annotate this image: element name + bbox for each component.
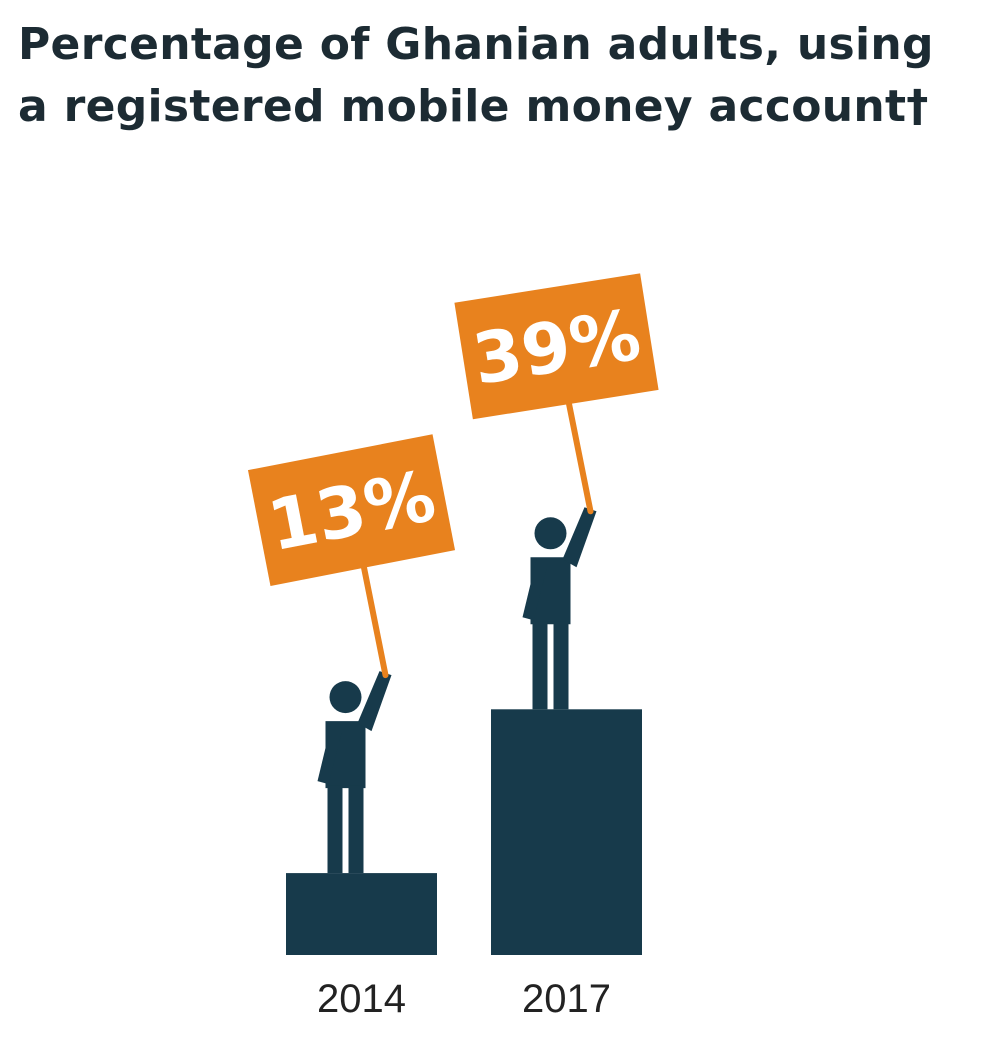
person-left-leg (327, 785, 343, 874)
person-head (534, 517, 567, 550)
person-figure-2014 (317, 671, 392, 874)
x-tick-label-2014: 2014 (317, 977, 406, 1021)
sign-stick-2017 (563, 388, 594, 515)
sign-board (454, 273, 659, 420)
bar-2014 (286, 873, 437, 955)
sign-stick-2014 (358, 552, 389, 679)
sign-2014: 13% (247, 434, 456, 586)
person-figure-2017 (522, 507, 597, 710)
person-left-arm (522, 559, 547, 621)
sign-board (247, 434, 456, 586)
person-raised-arm (562, 507, 597, 568)
person-left-leg (532, 621, 548, 710)
person-right-leg (348, 785, 364, 874)
chart-title: Percentage of Ghanian adults, using a re… (18, 14, 993, 138)
x-tick-label-2017: 2017 (522, 977, 611, 1021)
chart-title-line-1: Percentage of Ghanian adults, using (18, 19, 934, 70)
sign-2017: 39% (454, 273, 659, 420)
person-raised-arm (357, 671, 392, 732)
person-head (329, 681, 362, 714)
person-right-leg (553, 621, 569, 710)
chart-title-line-2: a registered mobile money account† (18, 81, 929, 132)
bar-2017 (491, 709, 642, 955)
person-left-arm (317, 723, 342, 785)
